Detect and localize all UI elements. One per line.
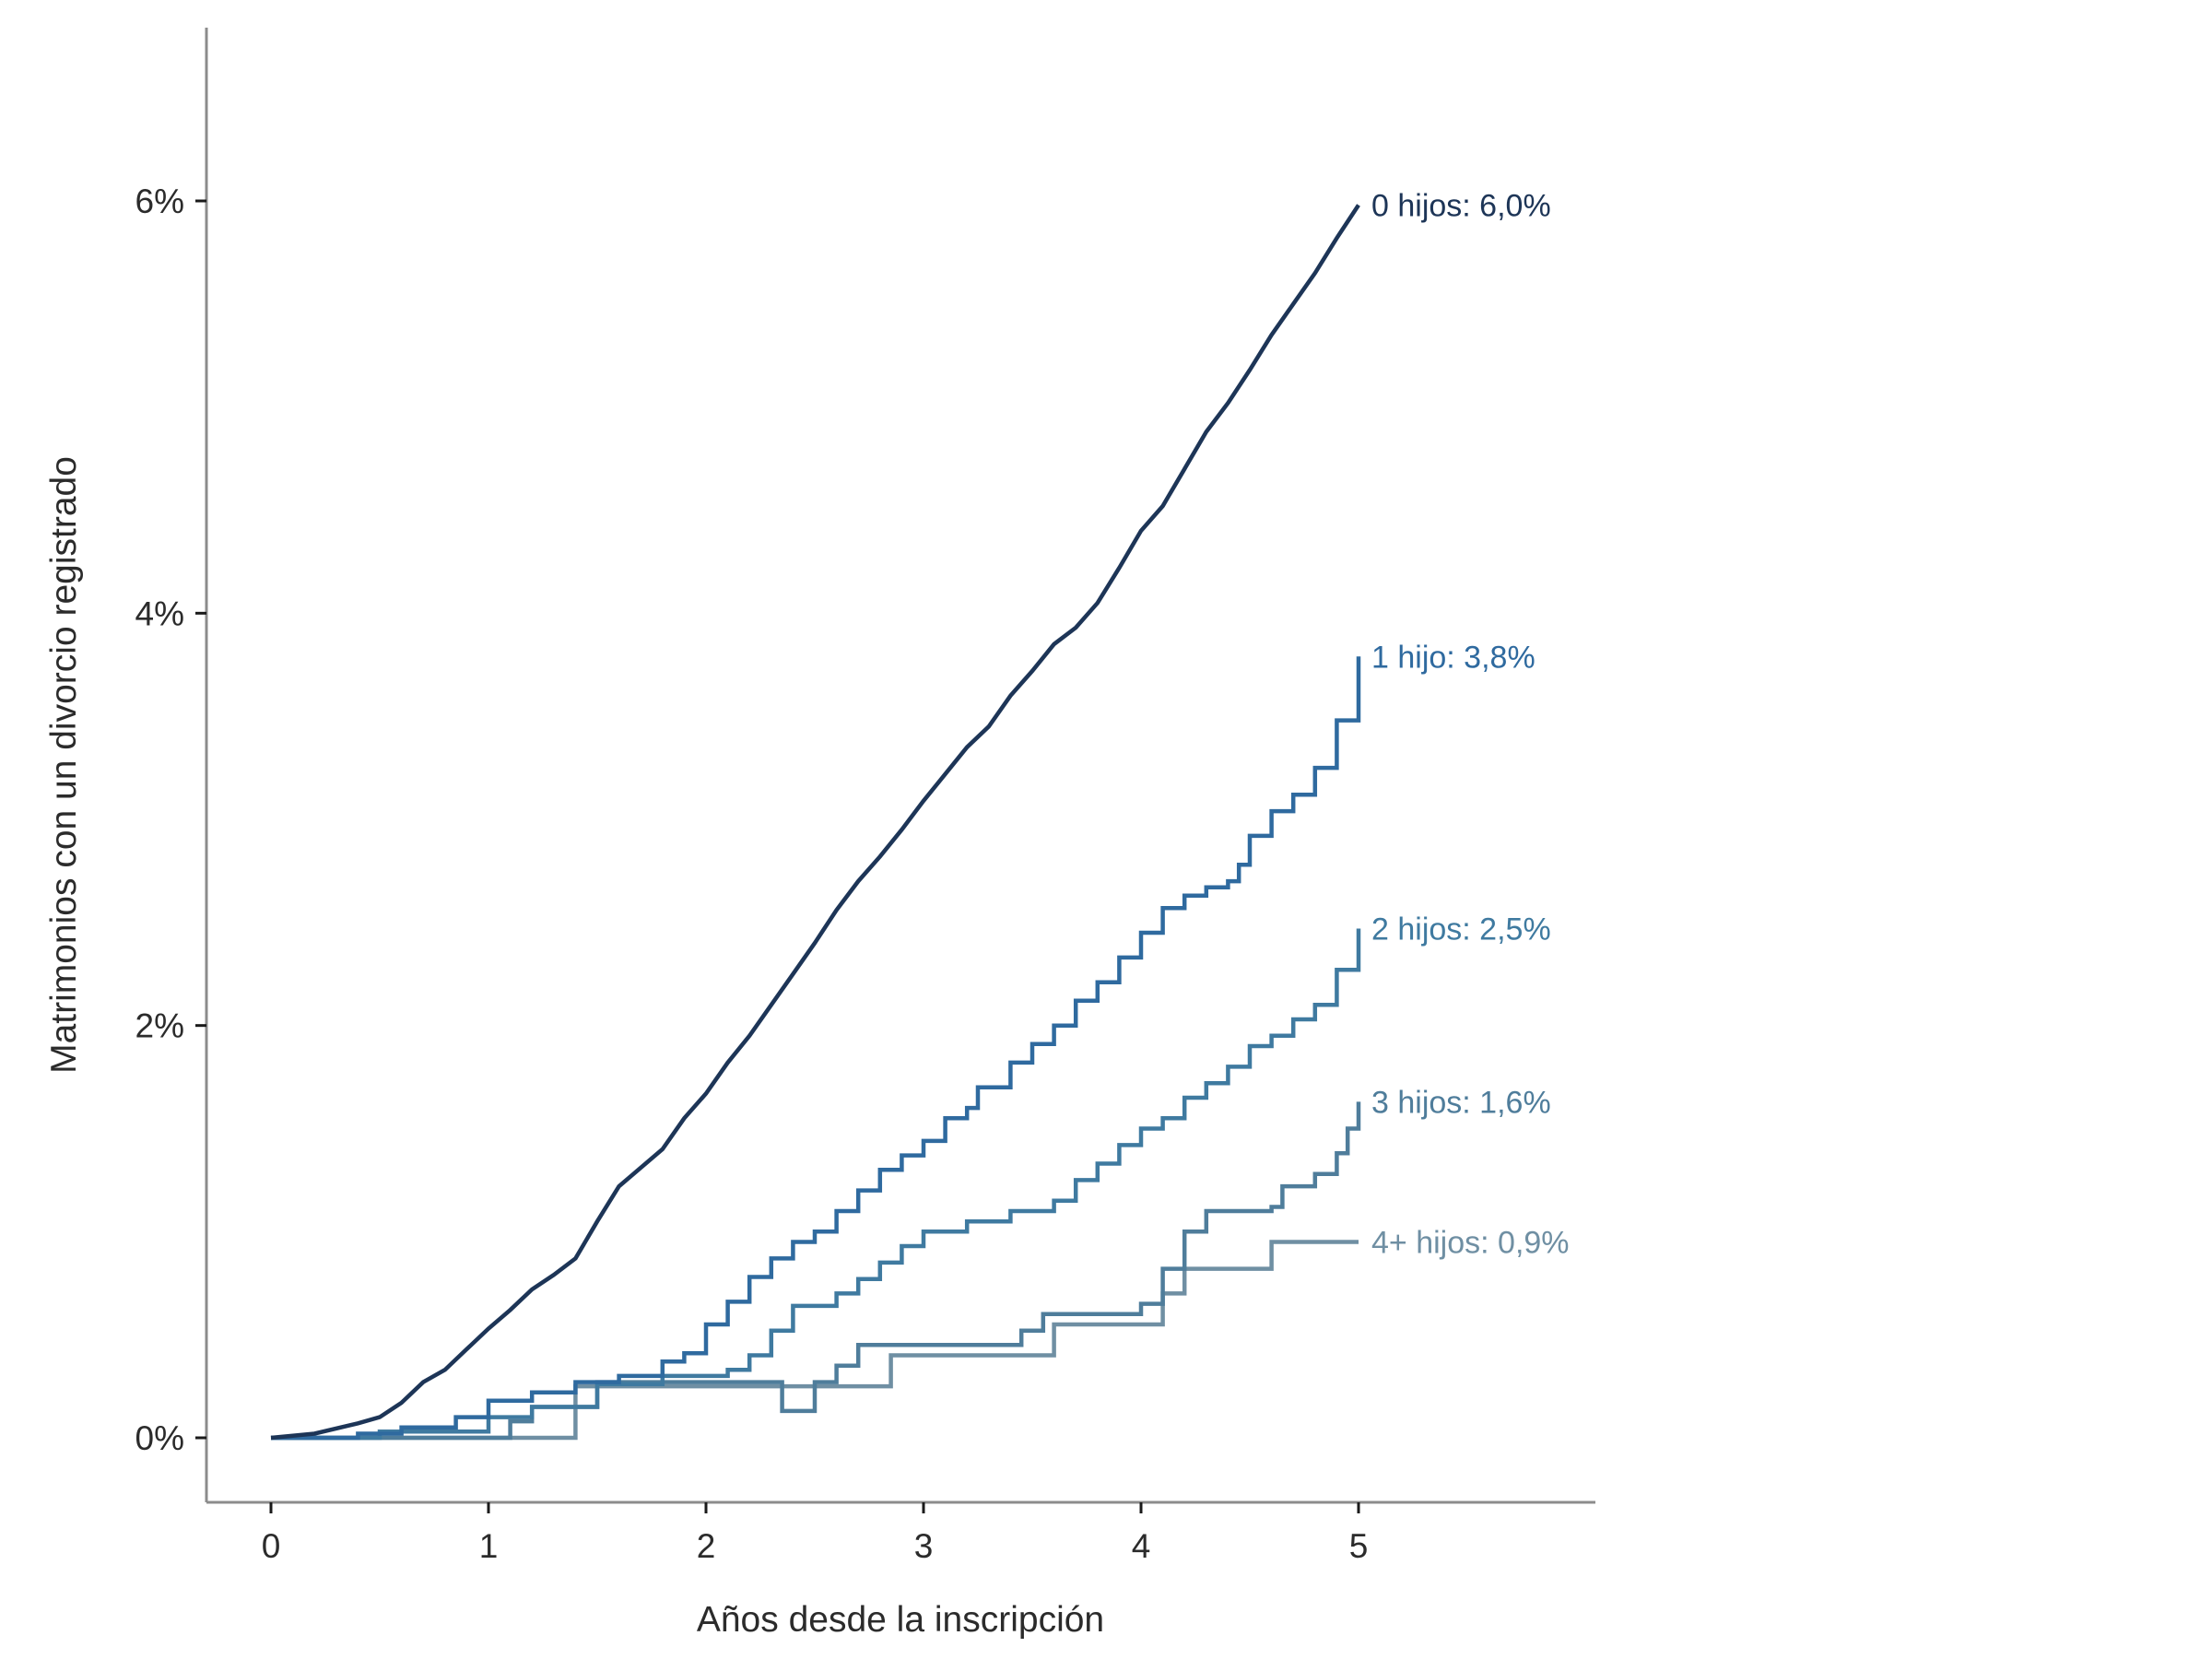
y-tick-label: 6% <box>135 182 184 220</box>
series-end-label: 3 hijos: 1,6% <box>1371 1085 1551 1120</box>
x-tick-label: 5 <box>1349 1527 1369 1565</box>
series-end-label: 4+ hijos: 0,9% <box>1371 1226 1570 1261</box>
x-tick-label: 3 <box>914 1527 934 1565</box>
y-tick-label: 0% <box>135 1419 184 1457</box>
x-tick-label: 0 <box>262 1527 281 1565</box>
x-tick-label: 1 <box>479 1527 499 1565</box>
series-end-label: 2 hijos: 2,5% <box>1371 912 1551 947</box>
y-axis-title: Matrimonios con un divorcio registrado <box>44 456 84 1074</box>
plot-area <box>270 204 1361 1441</box>
x-tick-label: 4 <box>1132 1527 1151 1565</box>
y-tick-label: 4% <box>135 594 184 632</box>
y-tick-label: 2% <box>135 1007 184 1045</box>
x-axis-ticks: 0 1 2 3 4 5 <box>262 1502 1369 1565</box>
x-axis-title: Años desde la inscripción <box>697 1600 1104 1640</box>
series-line-1-hijo <box>271 656 1361 1441</box>
series-end-label: 1 hijo: 3,8% <box>1371 640 1535 675</box>
series-line-2-hijos <box>271 928 1361 1441</box>
series-end-label: 0 hijos: 6,0% <box>1371 188 1551 223</box>
series-line-0-hijos <box>270 204 1360 1441</box>
y-axis-ticks: 0% 2% 4% 6% <box>135 182 206 1457</box>
series-end-labels: 4+ hijos: 0,9% 3 hijos: 1,6% 2 hijos: 2,5%… <box>1371 188 1570 1260</box>
x-tick-label: 2 <box>697 1527 716 1565</box>
